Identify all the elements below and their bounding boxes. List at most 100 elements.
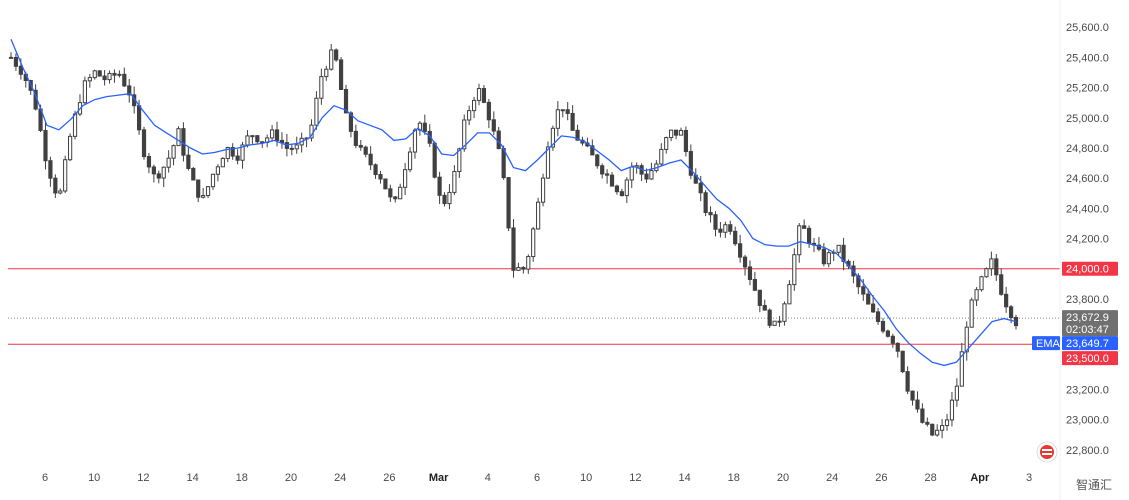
candle-body: [575, 129, 580, 141]
candle-body: [146, 156, 152, 168]
candle-body: [112, 72, 117, 76]
candle-body: [920, 408, 925, 423]
candle-body: [363, 146, 368, 155]
x-tick-label: Apr: [970, 472, 990, 484]
candle-body: [496, 130, 501, 150]
candle-body: [826, 252, 831, 265]
y-tick-label: 23,200.0: [1066, 385, 1109, 397]
candle-body: [994, 258, 999, 276]
candle-body: [457, 148, 462, 173]
candle-body: [294, 144, 299, 150]
level-tag-bg: [1062, 261, 1118, 276]
y-tick-label: 24,400.0: [1066, 203, 1109, 215]
candle-body: [72, 113, 78, 137]
candle-body: [452, 171, 457, 193]
price-axis[interactable]: 22,800.023,000.023,200.023,400.023,600.0…: [1066, 22, 1109, 457]
candle-body: [378, 174, 383, 180]
candle-body: [230, 147, 235, 157]
candle-body: [930, 423, 935, 436]
candle-body: [560, 109, 565, 112]
candle-body: [161, 166, 166, 179]
candle-body: [506, 177, 511, 229]
candle-body: [861, 286, 866, 295]
x-tick-label: 18: [728, 472, 740, 484]
candle-body: [255, 135, 260, 143]
last-price-tag-bg: [1062, 310, 1118, 337]
candle-body: [447, 191, 452, 205]
candle-body: [127, 85, 132, 96]
candle-body: [590, 145, 595, 156]
ema-value-label: 23,649.7: [1066, 338, 1109, 350]
candle-body: [688, 151, 693, 176]
candle-body: [531, 228, 536, 258]
level-lines: [8, 268, 1060, 345]
y-tick-label: 24,800.0: [1066, 143, 1109, 155]
candle-body: [53, 177, 58, 194]
candle-body: [92, 70, 97, 79]
candle-body: [481, 88, 487, 103]
candle-body: [802, 225, 807, 229]
candle-body: [58, 190, 63, 194]
candle-body: [166, 157, 171, 168]
candle-body: [18, 65, 23, 75]
candle-body: [821, 248, 826, 265]
candle-body: [738, 243, 743, 258]
candle-body: [422, 122, 427, 132]
last-price-label: 23,672.9: [1066, 312, 1109, 324]
candle-body: [240, 144, 245, 161]
candle-body: [605, 173, 610, 176]
candle-body: [467, 110, 472, 121]
candle-body: [915, 399, 920, 410]
x-tick-label: 28: [924, 472, 936, 484]
candle-body: [900, 350, 905, 373]
candle-body: [762, 304, 767, 311]
candle-body: [698, 182, 703, 194]
level-tag-label: 23,500.0: [1066, 353, 1109, 365]
candle-body: [683, 129, 689, 153]
x-tick-label: 24: [334, 472, 346, 484]
candle-body: [314, 97, 319, 126]
candle-body: [102, 75, 107, 81]
candle-body: [910, 390, 915, 401]
candle-body: [324, 68, 329, 78]
candle-body: [334, 49, 339, 61]
candle-body: [703, 192, 708, 214]
candle-body: [866, 293, 871, 305]
y-tick-label: 24,600.0: [1066, 173, 1109, 185]
candle-body: [925, 421, 930, 425]
time-axis[interactable]: 6 10 12 14 18 20 24 26 Mar 4 6 10 12 14 18 20 24 26 28 Apr 3: [42, 472, 1032, 484]
candle-body: [728, 224, 733, 232]
candle-body: [723, 224, 728, 233]
candle-body: [880, 320, 886, 332]
candle-body: [48, 160, 53, 179]
candle-body: [619, 191, 624, 197]
candle-body: [595, 154, 600, 167]
x-tick-label: 20: [285, 472, 297, 484]
flag-icon[interactable]: [1036, 441, 1058, 463]
candle-body: [319, 76, 324, 99]
candle-body: [373, 164, 378, 176]
candle-body: [659, 148, 664, 165]
candle-body: [141, 129, 147, 158]
candle-body: [669, 129, 674, 139]
candle-body: [501, 148, 506, 179]
candle-body: [935, 429, 940, 436]
x-tick-label: 26: [383, 472, 395, 484]
candle-body: [82, 80, 87, 104]
x-tick-label: Mar: [429, 472, 449, 484]
candle-body: [629, 166, 634, 181]
candle-body: [885, 330, 891, 337]
candle-body: [806, 227, 812, 244]
candle-body: [550, 127, 556, 148]
candle-body: [733, 230, 738, 245]
candle-body: [526, 256, 531, 270]
candle-body: [536, 201, 541, 230]
candle-body: [274, 129, 280, 141]
candle-body: [521, 267, 526, 270]
candle-body: [1004, 293, 1009, 308]
candle-body: [979, 276, 984, 291]
x-tick-label: 14: [186, 472, 198, 484]
candle-body: [181, 128, 186, 156]
candle-body: [678, 129, 684, 136]
